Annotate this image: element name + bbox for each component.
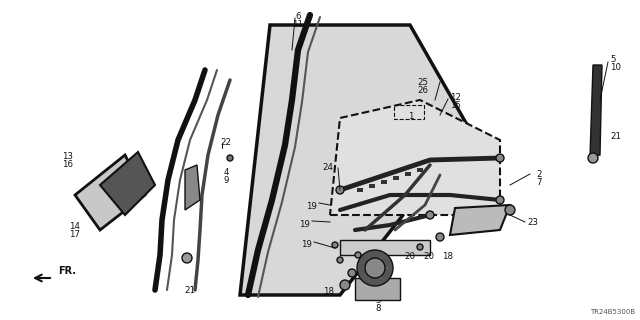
Text: 19: 19 [306, 202, 317, 211]
Circle shape [496, 196, 504, 204]
Bar [357, 188, 363, 192]
Circle shape [227, 155, 233, 161]
Text: FR.: FR. [58, 266, 76, 276]
Polygon shape [185, 165, 200, 210]
Text: 19: 19 [299, 220, 310, 229]
Polygon shape [240, 25, 470, 295]
Text: 14: 14 [70, 222, 81, 231]
Text: 15: 15 [450, 101, 461, 110]
Circle shape [340, 280, 350, 290]
Text: 11: 11 [292, 20, 303, 29]
Text: 7: 7 [536, 178, 541, 187]
Polygon shape [100, 152, 155, 215]
Text: 23: 23 [527, 218, 538, 227]
Bar [417, 168, 423, 172]
Text: 24: 24 [322, 163, 333, 172]
Polygon shape [330, 100, 500, 215]
Text: 20: 20 [404, 252, 415, 261]
Circle shape [336, 186, 344, 194]
Circle shape [332, 242, 338, 248]
Text: 16: 16 [63, 160, 74, 169]
Text: 6: 6 [295, 12, 301, 21]
Text: 19: 19 [301, 240, 312, 249]
Bar [393, 176, 399, 180]
Circle shape [355, 252, 361, 258]
Bar [369, 184, 375, 188]
Text: 21: 21 [610, 132, 621, 141]
Text: 5: 5 [610, 55, 616, 64]
Text: 26: 26 [417, 86, 428, 95]
Polygon shape [75, 155, 145, 230]
Circle shape [588, 153, 598, 163]
Text: 12: 12 [450, 93, 461, 102]
Circle shape [505, 205, 515, 215]
Circle shape [426, 211, 434, 219]
Text: 20: 20 [423, 252, 434, 261]
Circle shape [496, 154, 504, 162]
Text: 13: 13 [63, 152, 74, 161]
Circle shape [436, 233, 444, 241]
Text: 4: 4 [224, 168, 230, 177]
Text: 25: 25 [417, 78, 428, 87]
Text: 21: 21 [184, 286, 195, 295]
Polygon shape [340, 240, 430, 255]
Text: 18: 18 [323, 287, 334, 296]
Text: 1: 1 [408, 112, 413, 121]
Text: 18: 18 [442, 252, 453, 261]
Polygon shape [590, 65, 602, 157]
Text: TR24B5300B: TR24B5300B [590, 309, 635, 315]
Text: 3: 3 [375, 296, 381, 305]
Text: 22: 22 [220, 138, 231, 147]
Bar [381, 180, 387, 184]
Text: 2: 2 [536, 170, 541, 179]
Circle shape [365, 258, 385, 278]
Circle shape [348, 269, 356, 277]
Text: 17: 17 [70, 230, 81, 239]
Circle shape [182, 253, 192, 263]
Text: 10: 10 [610, 63, 621, 72]
Text: 8: 8 [375, 304, 381, 313]
Text: 9: 9 [224, 176, 229, 185]
Bar [355, 278, 400, 300]
Circle shape [417, 244, 423, 250]
Polygon shape [450, 205, 510, 235]
Circle shape [357, 250, 393, 286]
Bar [405, 172, 411, 176]
Circle shape [337, 257, 343, 263]
